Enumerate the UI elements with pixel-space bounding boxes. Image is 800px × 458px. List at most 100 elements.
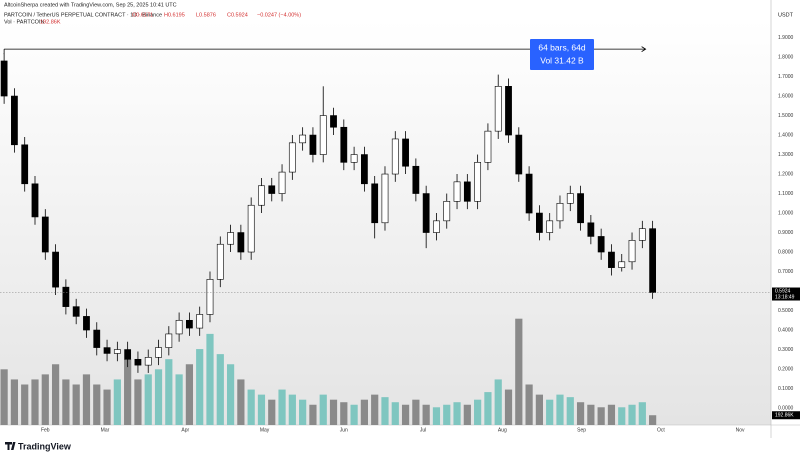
- x-tick-label: Jul: [420, 427, 426, 433]
- candle-body: [330, 115, 337, 128]
- candle-body: [41, 216, 49, 253]
- candle-body: [52, 251, 59, 288]
- volume-bar: [587, 404, 595, 425]
- volume-bar: [113, 379, 121, 425]
- x-tick-label: Mar: [101, 427, 110, 433]
- volume-bar: [391, 402, 399, 425]
- x-tick-label: Nov: [736, 427, 745, 433]
- candle-body: [484, 130, 492, 163]
- candle-body: [144, 357, 152, 366]
- volume-value-box: [772, 411, 800, 420]
- candle-body: [175, 319, 183, 335]
- volume-bar: [360, 399, 369, 425]
- volume-bar: [340, 402, 348, 425]
- candle-body: [566, 193, 574, 204]
- volume-bar: [638, 402, 646, 425]
- measure-volume: Vol 31.42 B: [540, 55, 584, 65]
- volume-bar: [597, 407, 605, 425]
- y-tick-label: 1.2000: [778, 171, 794, 177]
- candle-body: [350, 154, 358, 163]
- candle-body: [0, 60, 8, 97]
- volume-bar: [134, 379, 142, 425]
- candle-body: [31, 183, 39, 218]
- candle-body: [113, 349, 121, 354]
- volume-bar: [381, 397, 389, 425]
- candle-body: [258, 185, 265, 206]
- y-tick-label: 0.1000: [778, 386, 794, 392]
- volume-bar: [247, 389, 255, 425]
- volume-bar: [484, 392, 492, 425]
- volume-value-axis: 192.86K: [775, 413, 794, 419]
- candle-body: [371, 183, 379, 224]
- candle-body: [340, 126, 348, 163]
- volume-bar: [504, 389, 513, 425]
- brand: TradingView: [18, 441, 72, 451]
- volume-bar: [474, 399, 482, 425]
- candle-body: [587, 222, 595, 237]
- y-tick-label: 1.0000: [778, 210, 794, 216]
- volume-value: 192.86K: [40, 19, 61, 25]
- y-tick-label: 0.2000: [778, 366, 794, 372]
- ohlc-open: O0.6171: [132, 12, 153, 18]
- volume-bar: [10, 379, 19, 425]
- volume-bar: [21, 384, 29, 425]
- volume-bar: [618, 407, 626, 425]
- volume-bar: [576, 402, 585, 425]
- candle-body: [628, 240, 636, 263]
- y-tick-label: 1.1000: [778, 191, 794, 197]
- volume-bar: [463, 404, 471, 425]
- volume-bar: [556, 394, 564, 425]
- candle-body: [381, 173, 389, 224]
- ohlc-change: −0.0247 (−4.00%): [257, 12, 301, 18]
- y-tick-label: 1.5000: [778, 113, 794, 119]
- volume-bar: [175, 374, 183, 425]
- volume-bar: [257, 394, 266, 425]
- y-tick-label: 0.8000: [778, 249, 794, 255]
- candle-body: [165, 333, 173, 348]
- volume-bar: [535, 394, 543, 425]
- candle-body: [525, 173, 533, 214]
- volume-bar: [72, 384, 80, 425]
- volume-bar: [62, 379, 70, 425]
- volume-bar: [237, 379, 245, 425]
- logo: TradingView: [5, 441, 72, 451]
- volume-label: Vol · PARTCOIN: [4, 19, 44, 25]
- candle-body: [21, 144, 29, 185]
- candle-body: [556, 202, 564, 222]
- candle-body: [453, 181, 461, 202]
- candle-body: [505, 85, 512, 136]
- candle-body: [299, 134, 307, 144]
- candle-body: [412, 165, 420, 194]
- y-tick-label: 0.4000: [778, 327, 794, 333]
- volume-bar: [154, 369, 163, 425]
- candle-body: [361, 154, 368, 185]
- y-tick-label: 1.4000: [778, 132, 794, 138]
- volume-bar: [51, 364, 60, 425]
- volume-bar: [268, 399, 276, 425]
- volume-bar: [525, 384, 533, 425]
- measure-bars: 64 bars, 64d: [538, 42, 586, 52]
- volume-bar: [546, 399, 554, 425]
- volume-bar: [93, 384, 101, 425]
- candle-body: [155, 347, 162, 358]
- x-tick-label: Jun: [340, 427, 348, 433]
- candle-body: [391, 138, 399, 175]
- candle-body: [649, 228, 657, 293]
- last-price-box: [772, 287, 800, 301]
- x-tick-label: Sep: [577, 427, 586, 433]
- volume-bar: [566, 397, 574, 425]
- volume-bar: [206, 333, 214, 425]
- volume-bar: [299, 399, 307, 425]
- volume-bar: [329, 399, 338, 425]
- currency: USDT: [778, 12, 794, 18]
- x-tick-label: Aug: [498, 427, 507, 433]
- candle-body: [227, 232, 234, 245]
- ohlc-close: C0.5924: [227, 12, 248, 18]
- measure-box: [530, 39, 594, 70]
- candle-body: [536, 212, 543, 233]
- candle-body: [474, 162, 482, 202]
- y-tick-label: 1.8000: [778, 54, 794, 60]
- candle-body: [309, 134, 317, 155]
- candle-body: [443, 201, 451, 222]
- volume-bar: [185, 364, 194, 425]
